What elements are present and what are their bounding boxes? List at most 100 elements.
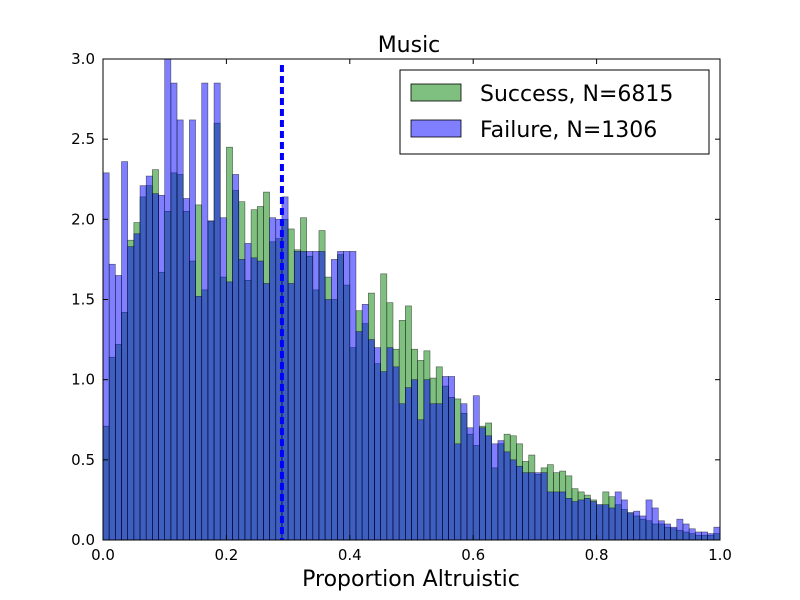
bar-failure bbox=[127, 246, 135, 541]
bar-failure bbox=[540, 472, 548, 541]
bar-failure bbox=[380, 371, 388, 541]
y-tick-label: 0.5 bbox=[71, 451, 95, 469]
bar-failure bbox=[429, 403, 437, 541]
bar-failure bbox=[324, 299, 332, 541]
y-tick-label: 2.0 bbox=[71, 210, 95, 228]
bar-failure bbox=[590, 501, 597, 541]
bar-failure bbox=[238, 259, 246, 541]
bar-failure bbox=[577, 499, 585, 541]
bar-failure bbox=[256, 260, 264, 541]
bar-failure bbox=[121, 161, 128, 541]
bar-failure bbox=[318, 251, 326, 541]
bar-failure bbox=[201, 82, 209, 541]
bar-failure bbox=[343, 251, 351, 541]
bar-failure bbox=[182, 198, 190, 541]
bar-failure bbox=[528, 472, 536, 541]
legend-swatch-failure bbox=[410, 119, 462, 138]
bar-failure bbox=[633, 510, 641, 541]
bar-failure bbox=[152, 193, 159, 541]
bar-failure bbox=[244, 243, 252, 541]
bar-failure bbox=[411, 379, 418, 541]
bar-failure bbox=[670, 526, 678, 541]
bar-failure bbox=[287, 283, 295, 541]
legend-swatch-success bbox=[410, 83, 462, 102]
bar-failure bbox=[115, 275, 122, 541]
bar-failure bbox=[608, 507, 616, 541]
bar-failure bbox=[207, 220, 215, 541]
legend-label-failure: Failure, N=1306 bbox=[480, 118, 657, 143]
y-tick-label: 1.5 bbox=[71, 291, 95, 309]
y-tick-label: 1.0 bbox=[71, 371, 95, 389]
bar-failure bbox=[213, 82, 221, 541]
bar-failure bbox=[330, 259, 338, 541]
bar-failure bbox=[553, 491, 560, 541]
x-tick-label: 0.6 bbox=[461, 546, 485, 564]
bar-failure bbox=[509, 459, 517, 541]
bar-failure bbox=[219, 217, 227, 541]
bar-failure bbox=[392, 366, 400, 541]
bar-failure bbox=[195, 295, 203, 541]
y-tick-label: 3.0 bbox=[71, 50, 95, 68]
legend-label-success: Success, N=6815 bbox=[480, 82, 673, 107]
x-tick-label: 1.0 bbox=[708, 546, 732, 564]
bar-failure bbox=[349, 251, 357, 541]
bar-failure bbox=[602, 504, 610, 541]
bar-failure bbox=[707, 533, 715, 541]
bar-failure bbox=[374, 347, 381, 541]
bar-failure bbox=[472, 395, 480, 541]
bar-failure bbox=[460, 403, 468, 541]
bar-failure bbox=[386, 347, 394, 541]
bar-failure bbox=[664, 523, 671, 541]
bar-failure bbox=[596, 504, 604, 541]
x-axis-ticks: 0.0 0.2 0.4 0.6 0.8 1.0 bbox=[91, 59, 732, 564]
bar-failure bbox=[398, 403, 406, 541]
bar-failure bbox=[503, 451, 511, 541]
bar-failure bbox=[639, 515, 647, 541]
x-tick-label: 0.4 bbox=[338, 546, 362, 564]
bar-failure bbox=[417, 419, 425, 541]
bar-failure bbox=[263, 283, 270, 541]
bar-failure bbox=[337, 251, 344, 541]
bar-failure bbox=[682, 523, 690, 541]
bar-failure bbox=[583, 498, 591, 541]
bar-failure bbox=[435, 403, 443, 541]
bar-failure bbox=[614, 491, 622, 541]
bar-failure bbox=[695, 531, 702, 541]
bar-failure bbox=[300, 251, 307, 541]
bar-failure bbox=[226, 281, 233, 541]
bar-failure bbox=[491, 443, 499, 541]
bar-failure bbox=[454, 443, 462, 541]
y-axis-ticks: 0.0 0.5 1.0 1.5 2.0 2.5 3.0 bbox=[71, 50, 720, 549]
bar-failure bbox=[306, 251, 314, 541]
bar-failure bbox=[713, 526, 721, 541]
chart-title: Music bbox=[378, 33, 441, 58]
bar-failure bbox=[189, 119, 196, 541]
bar-failure bbox=[250, 257, 258, 541]
bar-failure bbox=[368, 339, 375, 541]
x-axis-label: Proportion Altruistic bbox=[302, 567, 520, 592]
bar-failure bbox=[145, 175, 153, 541]
bar-failure bbox=[176, 119, 184, 541]
bar-failure bbox=[516, 465, 523, 541]
x-tick-label: 0.0 bbox=[91, 546, 115, 564]
legend: Success, N=6815 Failure, N=1306 bbox=[399, 69, 710, 155]
bar-failure bbox=[676, 518, 684, 541]
bar-failure bbox=[645, 499, 653, 541]
bar-failure bbox=[448, 376, 455, 541]
bar-failure bbox=[546, 491, 554, 541]
bar-failure bbox=[657, 520, 665, 541]
bar-failure bbox=[102, 172, 110, 541]
bar-failure bbox=[534, 472, 542, 541]
bar-failure bbox=[497, 440, 505, 541]
bar-failure bbox=[405, 387, 412, 541]
bar-failure bbox=[108, 263, 116, 541]
bar-failure bbox=[442, 376, 449, 541]
bar-failure bbox=[565, 498, 573, 541]
bar-failure bbox=[139, 185, 147, 541]
bar-failure bbox=[133, 233, 141, 541]
bar-failure bbox=[423, 379, 431, 541]
x-tick-label: 0.2 bbox=[214, 546, 238, 564]
bar-failure bbox=[170, 82, 178, 541]
y-tick-label: 2.5 bbox=[71, 130, 95, 148]
